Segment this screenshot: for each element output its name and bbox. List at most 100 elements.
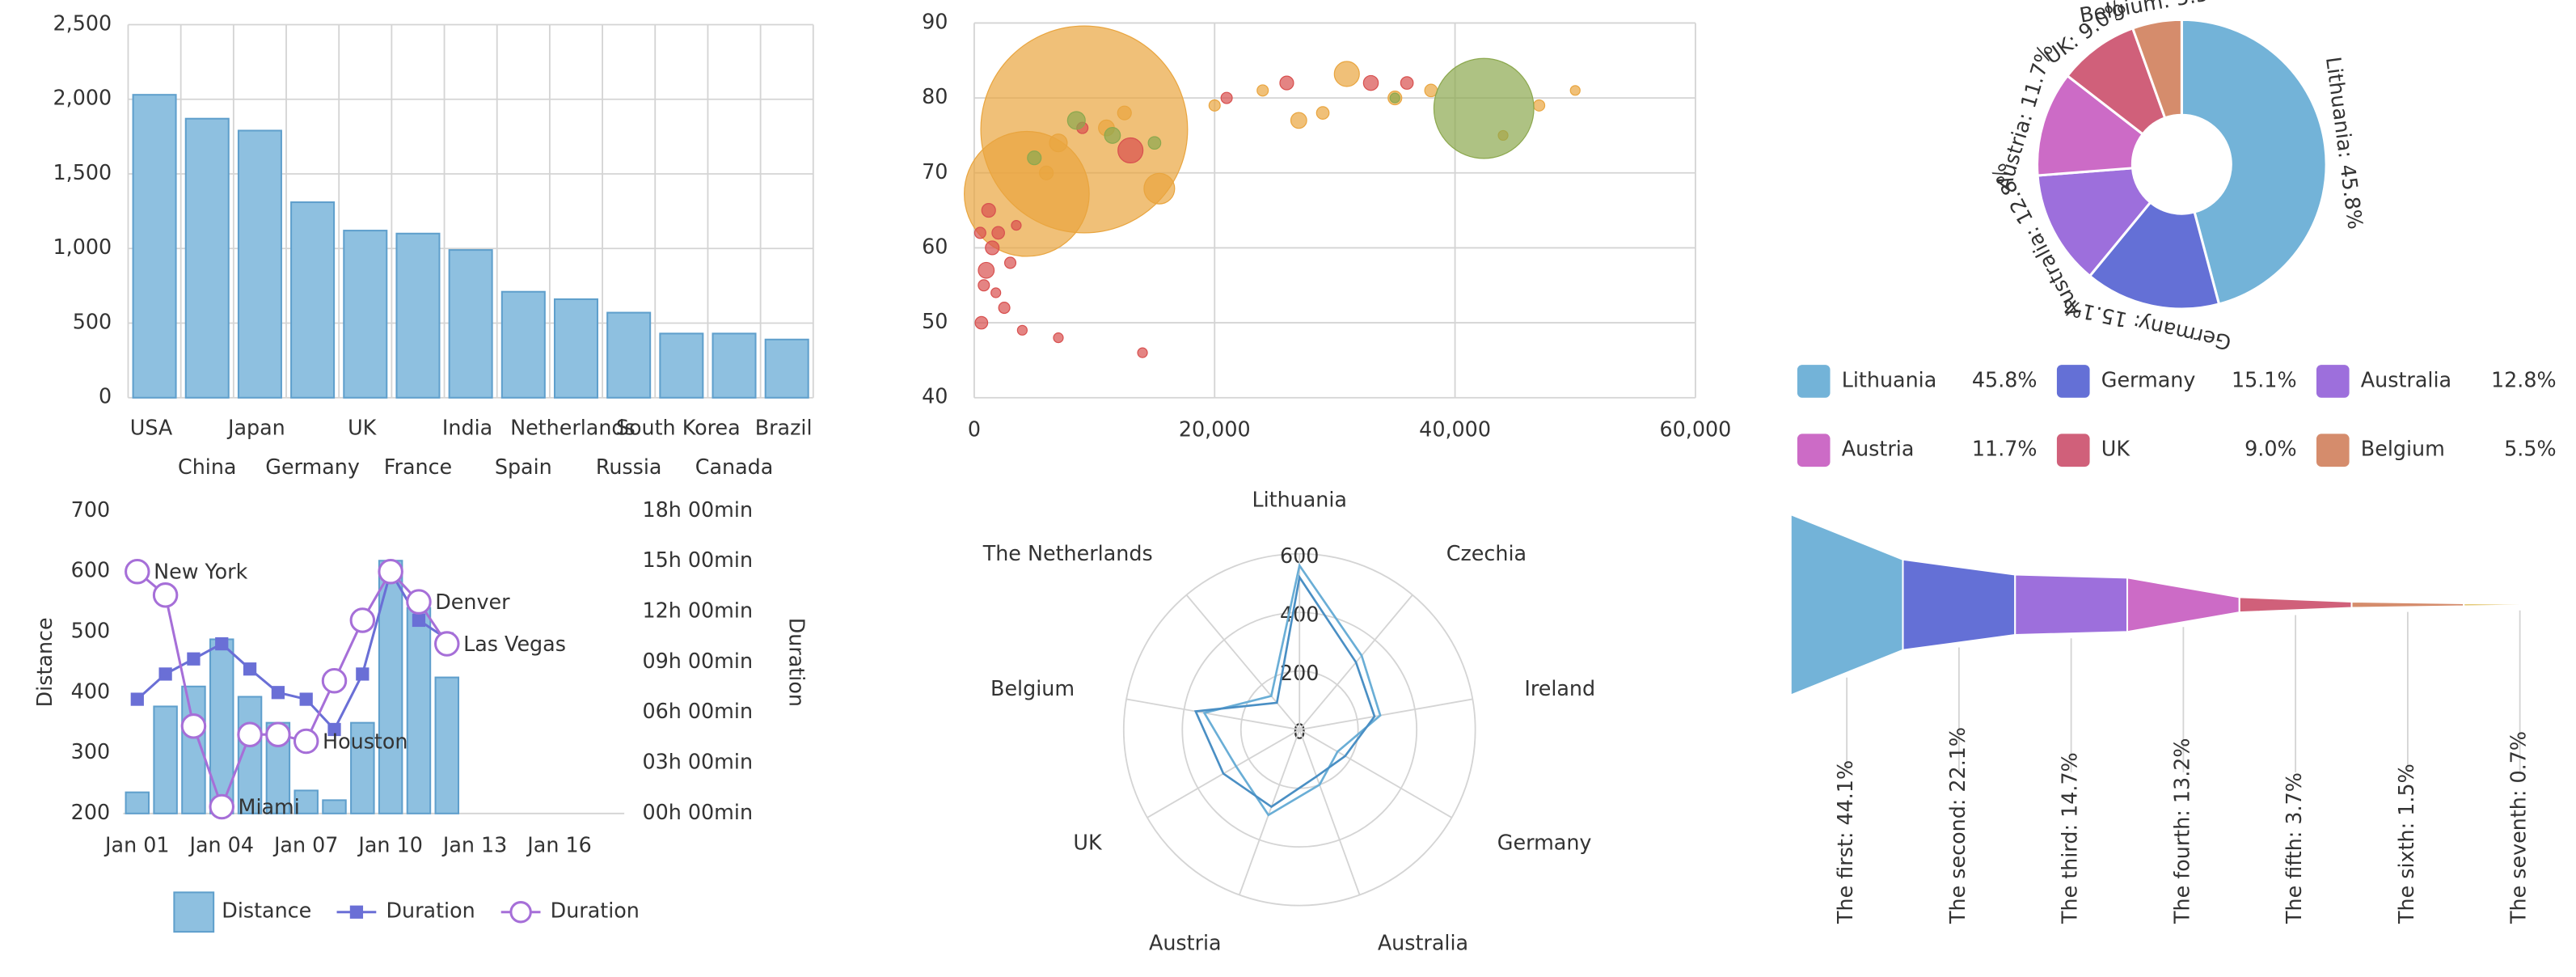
bubble [978, 261, 995, 279]
x-tick-label: Jan 01 [103, 832, 169, 856]
radar-area [1202, 563, 1382, 817]
x-tick-label: USA [130, 415, 173, 439]
marker [130, 692, 144, 706]
y-tick-label: 80 [922, 84, 948, 108]
x-tick-label: France [384, 455, 452, 479]
legend-swatch [2056, 434, 2090, 467]
pie-slice [2180, 18, 2328, 306]
indicator-label: The Netherlands [982, 541, 1153, 565]
bar [184, 117, 230, 399]
bubble [1003, 256, 1017, 269]
point-label: Miami [239, 795, 300, 819]
bubble [1333, 61, 1360, 87]
bubble [1117, 137, 1144, 164]
y-tick-label: 40 [922, 384, 948, 408]
y-tick-label: 500 [73, 309, 112, 333]
legend-value: 11.7% [1972, 437, 2038, 461]
spoke [1125, 698, 1300, 731]
legend-label: Australia [2361, 367, 2451, 391]
bubble [1533, 99, 1546, 112]
bubble [1220, 91, 1233, 104]
y-tick-label: 1,500 [53, 160, 112, 184]
marker [243, 662, 257, 676]
legend-label: Duration [386, 899, 475, 923]
y2-axis-title: Duration [784, 618, 809, 707]
marker [187, 652, 201, 666]
x-tick-label: China [178, 455, 236, 479]
spoke [1299, 729, 1452, 818]
x-tick-label: Jan 10 [357, 832, 422, 856]
bar [764, 338, 809, 399]
x-tick-label: 0 [968, 417, 981, 441]
marker [327, 722, 341, 737]
bubble [990, 287, 1002, 298]
y2-tick-label: 03h 00min [642, 750, 753, 774]
bubble [985, 240, 1000, 256]
marker [356, 667, 370, 681]
bar [659, 332, 704, 399]
y-tick-label: 700 [71, 497, 110, 522]
legend-label: Lithuania [1842, 367, 1937, 391]
point-label: Las Vegas [463, 632, 566, 656]
indicator-label: Lithuania [1252, 488, 1347, 512]
legend-label: Duration [551, 899, 640, 923]
y-tick-label: 90 [922, 9, 948, 33]
bar [553, 298, 598, 399]
marker [299, 692, 313, 706]
x-tick-label: Spain [495, 455, 552, 479]
y-tick-label: 50 [922, 309, 948, 333]
bubble [1279, 75, 1294, 91]
indicator-label: Belgium [990, 676, 1075, 700]
spoke [1185, 594, 1300, 730]
marker [349, 607, 376, 633]
y2-tick-label: 18h 00min [642, 497, 753, 522]
x-tick-label: Brazil [755, 415, 813, 439]
indicator-label: Austria [1149, 931, 1222, 955]
y2-tick-label: 15h 00min [642, 548, 753, 572]
bubble [978, 279, 990, 292]
slice-label: Lithuania: 45.8% [2321, 55, 2368, 231]
marker [265, 721, 291, 747]
y-tick-label: 2,000 [53, 86, 112, 110]
marker [152, 582, 179, 608]
x-tick-label: Russia [596, 455, 662, 479]
y-tick-label: 70 [922, 159, 948, 184]
bar [343, 230, 388, 399]
legend-label: Austria [1842, 437, 1915, 461]
y-tick-label: 400 [71, 679, 110, 703]
x-tick-label: Jan 16 [526, 832, 591, 856]
marker [412, 613, 426, 628]
bar [132, 94, 177, 399]
marker [209, 793, 234, 820]
y-tick-label: 2,500 [53, 11, 112, 35]
indicator-label: Czechia [1446, 541, 1527, 565]
legend-swatch [1797, 434, 1831, 467]
bar [406, 607, 432, 814]
y-tick-label: 600 [71, 558, 110, 582]
y2-tick-label: 00h 00min [642, 800, 753, 824]
y2-tick-label: 12h 00min [642, 598, 753, 623]
x-tick-label: 40,000 [1419, 417, 1491, 441]
bar [350, 721, 375, 814]
bubble [964, 130, 1090, 257]
legend-swatch [173, 891, 215, 933]
bubble [1011, 220, 1022, 231]
legend-marker [509, 901, 532, 924]
bubble [1315, 106, 1330, 120]
bubble [1039, 165, 1054, 180]
pie-slice [2036, 74, 2145, 177]
y-tick-label: 60 [922, 234, 948, 258]
bubble [1569, 85, 1581, 96]
legend-label: UK [2101, 437, 2131, 461]
bubble [1066, 111, 1086, 130]
bubble [991, 226, 1005, 240]
bar [237, 129, 282, 399]
bar [290, 201, 336, 399]
bar [448, 249, 493, 399]
indicator-label: Germany [1497, 830, 1592, 854]
stage-label: The fourth: 13.2% [2169, 738, 2194, 924]
marker [215, 637, 229, 651]
legend-value: 9.0% [2244, 437, 2296, 461]
legend-swatch [2316, 365, 2350, 398]
